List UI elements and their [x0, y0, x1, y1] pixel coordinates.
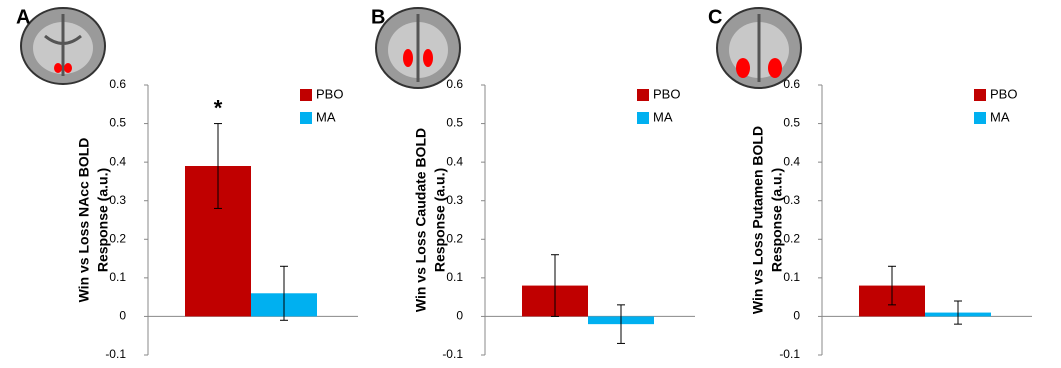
- y-tick-label: 0.6: [446, 77, 463, 91]
- y-tick-label: 0.3: [783, 193, 800, 207]
- y-tick-label: 0.2: [783, 231, 800, 245]
- legend-swatch: [300, 89, 312, 101]
- y-tick-label: -0.1: [105, 347, 126, 361]
- legend-swatch: [637, 112, 649, 124]
- legend-label: MA: [653, 109, 673, 124]
- legend-swatch: [974, 89, 986, 101]
- significance-marker: *: [214, 95, 223, 120]
- y-tick-label: 0: [119, 309, 126, 323]
- legend-swatch: [974, 112, 986, 124]
- y-tick-label: 0: [793, 309, 800, 323]
- y-tick-label: 0.1: [783, 270, 800, 284]
- y-tick-label: 0.1: [109, 270, 126, 284]
- y-tick-label: 0.2: [446, 231, 463, 245]
- legend-label: PBO: [316, 86, 343, 101]
- y-tick-label: 0.4: [783, 154, 800, 168]
- y-axis-label: Win vs Loss NAcc BOLD: [76, 138, 92, 303]
- y-tick-label: 0.2: [109, 231, 126, 245]
- y-tick-label: 0.3: [109, 193, 126, 207]
- panel-label: C: [708, 6, 722, 28]
- panel-label: A: [16, 6, 30, 28]
- y-axis-label: Response (a.u.): [432, 168, 448, 272]
- panel-label: B: [371, 6, 385, 28]
- y-tick-label: -0.1: [442, 347, 463, 361]
- y-tick-label: 0.6: [783, 77, 800, 91]
- brain-icon: [717, 8, 801, 88]
- legend-label: MA: [990, 109, 1010, 124]
- y-tick-label: 0.4: [109, 154, 126, 168]
- legend-label: PBO: [653, 86, 680, 101]
- y-tick-label: 0.1: [446, 270, 463, 284]
- figure: AWin vs Loss NAcc BOLDResponse (a.u.)-0.…: [0, 0, 1061, 368]
- y-axis-label: Win vs Loss Caudate BOLD: [413, 128, 429, 312]
- legend-swatch: [300, 112, 312, 124]
- error-bar: [954, 301, 962, 324]
- legend-label: MA: [316, 109, 336, 124]
- y-axis-label: Response (a.u.): [769, 168, 785, 272]
- brain-icon: [376, 8, 460, 88]
- legend-swatch: [637, 89, 649, 101]
- y-tick-label: 0.5: [109, 116, 126, 130]
- y-tick-label: 0: [456, 309, 463, 323]
- y-tick-label: 0.3: [446, 193, 463, 207]
- y-tick-label: 0.5: [446, 116, 463, 130]
- y-tick-label: -0.1: [779, 347, 800, 361]
- y-axis-label: Response (a.u.): [95, 168, 111, 272]
- y-tick-label: 0.6: [109, 77, 126, 91]
- y-axis-label: Win vs Loss Putamen BOLD: [750, 126, 766, 314]
- brain-icon: [21, 8, 105, 84]
- legend-label: PBO: [990, 86, 1017, 101]
- y-tick-label: 0.4: [446, 154, 463, 168]
- y-tick-label: 0.5: [783, 116, 800, 130]
